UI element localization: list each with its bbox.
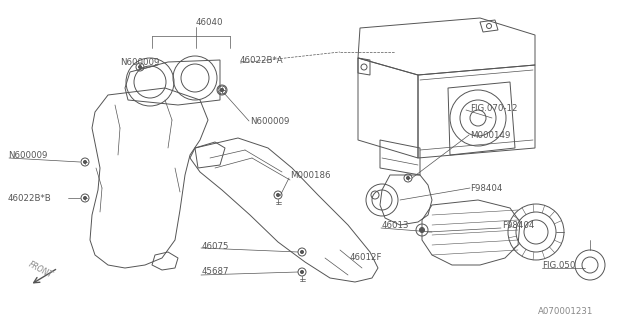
- Text: N600009: N600009: [250, 116, 289, 125]
- Text: 46013: 46013: [382, 220, 410, 229]
- Text: 46012F: 46012F: [350, 253, 383, 262]
- Text: 45687: 45687: [202, 268, 230, 276]
- Text: 46022B*A: 46022B*A: [240, 55, 284, 65]
- Circle shape: [301, 251, 303, 253]
- Text: 46075: 46075: [202, 242, 230, 251]
- Text: FRONT: FRONT: [26, 260, 54, 280]
- Text: A070001231: A070001231: [538, 308, 593, 316]
- Text: F98404: F98404: [502, 220, 534, 229]
- Circle shape: [406, 177, 410, 180]
- Circle shape: [83, 196, 86, 199]
- Text: M000186: M000186: [290, 171, 330, 180]
- Text: M000149: M000149: [470, 131, 510, 140]
- Circle shape: [138, 66, 141, 68]
- Text: 46040: 46040: [196, 18, 223, 27]
- Text: F98404: F98404: [470, 183, 502, 193]
- Text: FIG.070-12: FIG.070-12: [470, 103, 518, 113]
- Circle shape: [221, 89, 223, 92]
- Circle shape: [419, 228, 424, 233]
- Circle shape: [276, 194, 280, 196]
- Text: N600009: N600009: [120, 58, 159, 67]
- Text: 46022B*B: 46022B*B: [8, 194, 52, 203]
- Text: N600009: N600009: [8, 150, 47, 159]
- Circle shape: [221, 89, 223, 92]
- Circle shape: [301, 270, 303, 274]
- Circle shape: [83, 161, 86, 164]
- Text: FIG.050: FIG.050: [542, 260, 575, 269]
